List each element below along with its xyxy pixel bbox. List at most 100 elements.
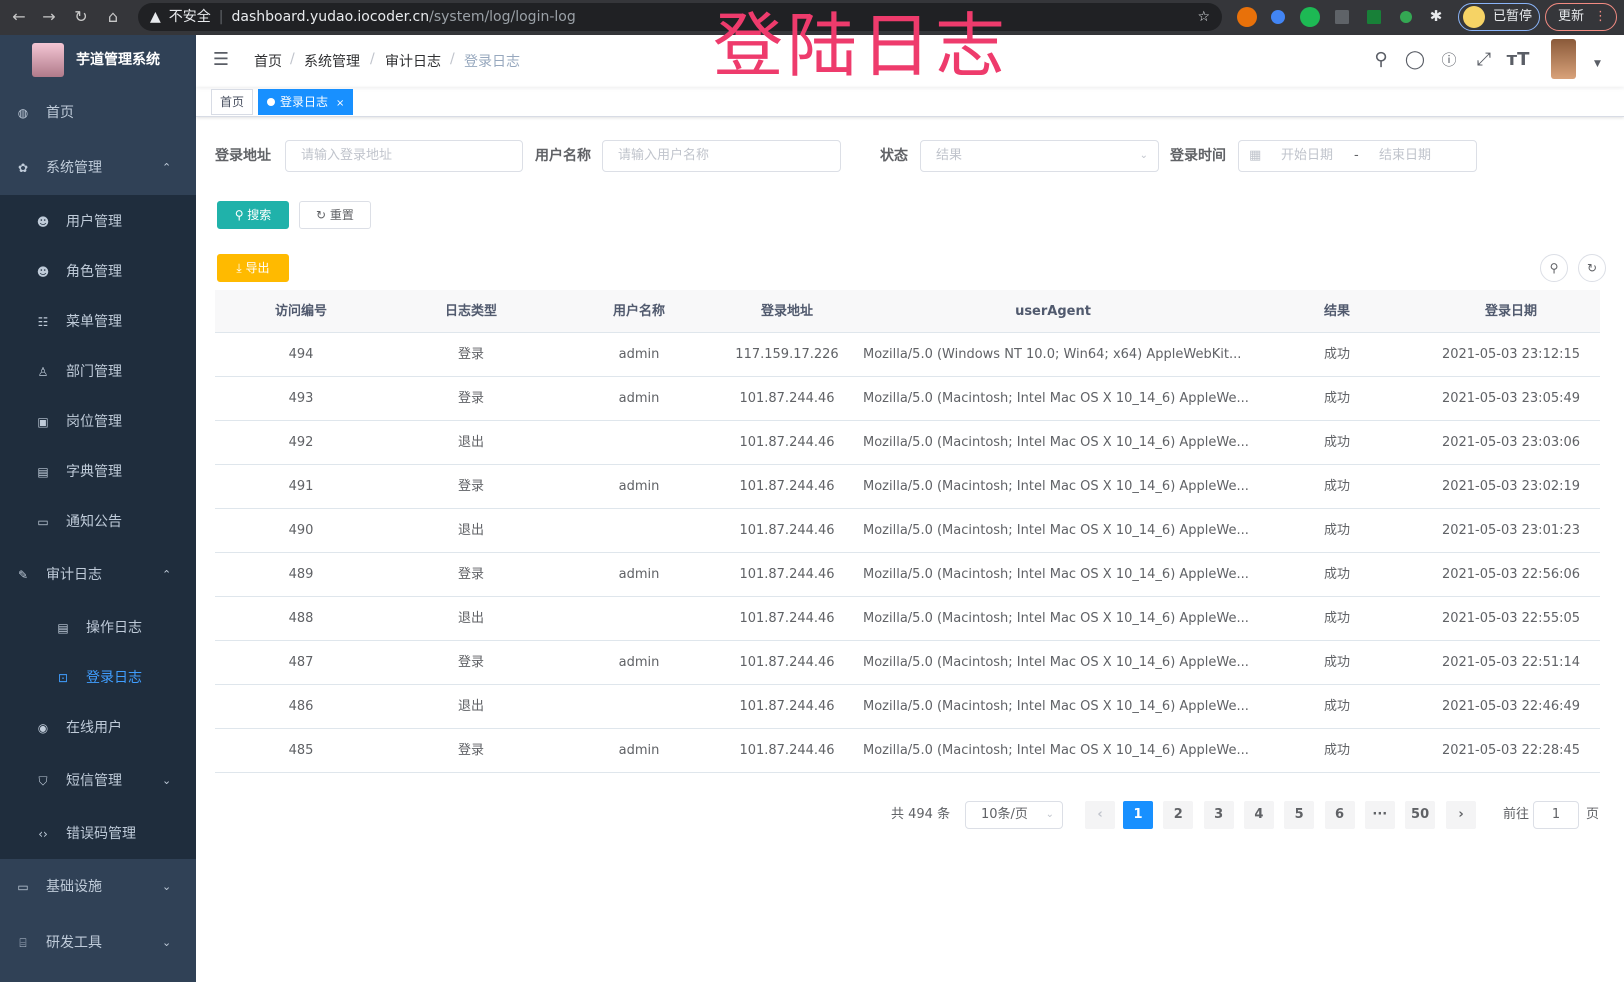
table-row[interactable]: 486 退出 101.87.244.46 Mozilla/5.0 (Macintosh… xyxy=(215,685,1600,729)
table-row[interactable]: 487 登录 admin 101.87.244.46 Mozilla/5.0 (Maci… xyxy=(215,641,1600,685)
tag-home[interactable]: 首页 xyxy=(211,89,254,115)
profile-button[interactable]: 已暂停 xyxy=(1458,3,1540,31)
chevron-down-icon: ⌄ xyxy=(162,936,172,949)
status-select[interactable]: 结果 ⌄ xyxy=(920,140,1159,172)
goto-page-input[interactable]: 1 xyxy=(1533,801,1579,829)
update-button[interactable]: 更新 ⋮ xyxy=(1545,3,1617,31)
page-button[interactable]: ··· xyxy=(1364,801,1395,829)
sidebar-item[interactable]: ▤ 字典管理 xyxy=(0,447,196,497)
table-cell: Mozilla/5.0 (Macintosh; Intel Mac OS X 1… xyxy=(863,699,1249,714)
table-cell: 101.87.244.46 xyxy=(739,523,835,538)
sidebar-item[interactable]: ▤ 操作日志 xyxy=(0,603,196,653)
table-row[interactable]: 488 退出 101.87.244.46 Mozilla/5.0 (Macintosh… xyxy=(215,597,1600,641)
page-button[interactable]: 2 xyxy=(1163,801,1194,829)
page-size-select[interactable]: 10条/页 ⌄ xyxy=(965,801,1063,829)
breadcrumb-item[interactable]: 系统管理 xyxy=(304,54,360,70)
star-icon[interactable]: ☆ xyxy=(1197,9,1210,25)
sidebar-item[interactable]: ◉ 在线用户 xyxy=(0,703,196,753)
hamburger-icon[interactable]: ☰ xyxy=(212,49,230,70)
username-input[interactable]: 请输入用户名称 xyxy=(602,140,841,172)
table-row[interactable]: 492 退出 101.87.244.46 Mozilla/5.0 (Macintosh… xyxy=(215,421,1600,465)
prev-page-button[interactable]: ‹ xyxy=(1085,801,1115,829)
app-title: 芋道管理系统 xyxy=(76,52,160,68)
export-button[interactable]: ⤓ 导出 xyxy=(217,254,289,282)
sidebar-item[interactable]: ▭ 基础设施 ⌄ xyxy=(0,862,196,912)
github-icon[interactable]: ◯ xyxy=(1404,49,1426,70)
url-path: /system/log/login-log xyxy=(429,9,576,25)
gear-icon: ✿ xyxy=(17,161,29,175)
table-row[interactable]: 493 登录 admin 101.87.244.46 Mozilla/5.0 (Maci… xyxy=(215,377,1600,421)
sidebar-item[interactable]: ⊡ 登录日志 xyxy=(0,653,196,703)
puzzle-icon[interactable]: ✱ xyxy=(1429,7,1443,25)
table-cell: Mozilla/5.0 (Macintosh; Intel Mac OS X 1… xyxy=(863,743,1249,758)
sidebar-item[interactable]: ☻ 用户管理 xyxy=(0,197,196,247)
table-row[interactable]: 491 登录 admin 101.87.244.46 Mozilla/5.0 (Maci… xyxy=(215,465,1600,509)
extension-icon[interactable] xyxy=(1237,7,1257,27)
breadcrumb-item[interactable]: 首页 xyxy=(254,54,282,70)
table-cell: Mozilla/5.0 (Macintosh; Intel Mac OS X 1… xyxy=(863,611,1249,626)
sidebar-item[interactable]: ▣ 岗位管理 xyxy=(0,397,196,447)
page-button[interactable]: 5 xyxy=(1284,801,1315,829)
close-icon[interactable]: × xyxy=(336,98,345,109)
page-button[interactable]: 3 xyxy=(1203,801,1234,829)
search-icon[interactable]: ⚲ xyxy=(1374,49,1388,70)
status-label: 状态 xyxy=(880,148,908,164)
home-icon[interactable]: ⌂ xyxy=(107,7,119,26)
monitor-icon: ▭ xyxy=(17,880,29,894)
sidebar-item[interactable]: ◍ 首页 xyxy=(0,88,196,138)
sidebar-item[interactable]: ✿ 系统管理 ⌃ xyxy=(0,143,196,193)
forward-icon[interactable]: → xyxy=(42,7,56,26)
refresh-icon[interactable]: ↻ xyxy=(1578,254,1606,282)
page-button[interactable]: 50 xyxy=(1405,801,1436,829)
table-cell: 登录 xyxy=(457,347,485,362)
sidebar-item-label: 审计日志 xyxy=(46,567,102,583)
caret-down-icon[interactable]: ▼ xyxy=(1594,59,1601,69)
address-input[interactable]: 请输入登录地址 xyxy=(285,140,523,172)
table-row[interactable]: 494 登录 admin 117.159.17.226 Mozilla/5.0 (Win… xyxy=(215,333,1600,377)
sidebar-item[interactable]: ✎ 审计日志 ⌃ xyxy=(0,550,196,600)
font-size-icon[interactable]: ᴛT xyxy=(1506,49,1530,70)
search-button[interactable]: ⚲ 搜索 xyxy=(217,201,289,229)
tags-view: 首页 登录日志 × xyxy=(196,87,1624,117)
toggle-search-icon[interactable]: ⚲ xyxy=(1540,254,1568,282)
column-header: 登录日期 xyxy=(1484,304,1538,319)
help-icon[interactable]: ⓘ xyxy=(1441,51,1457,69)
table-row[interactable]: 490 退出 101.87.244.46 Mozilla/5.0 (Macintosh… xyxy=(215,509,1600,553)
sidebar-item[interactable]: ⛉ 短信管理 ⌄ xyxy=(0,756,196,806)
user-icon: ☻ xyxy=(36,215,50,229)
fullscreen-icon[interactable]: ⤢ xyxy=(1476,49,1492,70)
sidebar-item[interactable]: ▭ 通知公告 xyxy=(0,497,196,547)
tag-login-log[interactable]: 登录日志 × xyxy=(258,89,354,115)
sidebar-item[interactable]: ⌸ 研发工具 ⌄ xyxy=(0,918,196,968)
profile-avatar xyxy=(1463,6,1485,28)
breadcrumb-item[interactable]: 审计日志 xyxy=(385,54,441,70)
extension-icon[interactable] xyxy=(1271,10,1285,24)
sidebar-item[interactable]: ☷ 菜单管理 xyxy=(0,297,196,347)
extension-icon[interactable] xyxy=(1367,10,1381,24)
table-cell: 2021-05-03 22:28:45 xyxy=(1441,743,1581,758)
reload-icon[interactable]: ↻ xyxy=(74,7,88,26)
address-bar[interactable]: ▲ 不安全 | dashboard.yudao.iocoder.cn/system/l… xyxy=(138,3,1222,31)
reset-button[interactable]: ↻ 重置 xyxy=(299,201,371,229)
sidebar-item[interactable]: ☻ 角色管理 xyxy=(0,247,196,297)
table-row[interactable]: 489 登录 admin 101.87.244.46 Mozilla/5.0 (Maci… xyxy=(215,553,1600,597)
table-cell: 117.159.17.226 xyxy=(735,347,839,362)
table-cell: 2021-05-03 23:12:15 xyxy=(1441,347,1581,362)
page-button[interactable]: 1 xyxy=(1123,801,1153,829)
post-icon: ▣ xyxy=(37,415,49,429)
extension-icon[interactable] xyxy=(1400,11,1412,23)
extension-icon[interactable] xyxy=(1335,10,1349,24)
next-page-button[interactable]: › xyxy=(1446,801,1476,829)
sidebar-item[interactable]: ‹› 错误码管理 xyxy=(0,809,196,859)
chevron-up-icon: ⌃ xyxy=(162,568,172,581)
table-cell: Mozilla/5.0 (Macintosh; Intel Mac OS X 1… xyxy=(863,567,1249,582)
page-button[interactable]: 6 xyxy=(1324,801,1355,829)
table-cell: 登录 xyxy=(457,391,485,406)
avatar[interactable] xyxy=(1551,39,1576,79)
back-icon[interactable]: ← xyxy=(12,7,26,26)
page-button[interactable]: 4 xyxy=(1243,801,1274,829)
extension-icon[interactable] xyxy=(1300,7,1320,27)
table-row[interactable]: 485 登录 admin 101.87.244.46 Mozilla/5.0 (Maci… xyxy=(215,729,1600,773)
sidebar-item[interactable]: ♙ 部门管理 xyxy=(0,347,196,397)
date-range-picker[interactable]: ▦ 开始日期 - 结束日期 xyxy=(1238,140,1477,172)
